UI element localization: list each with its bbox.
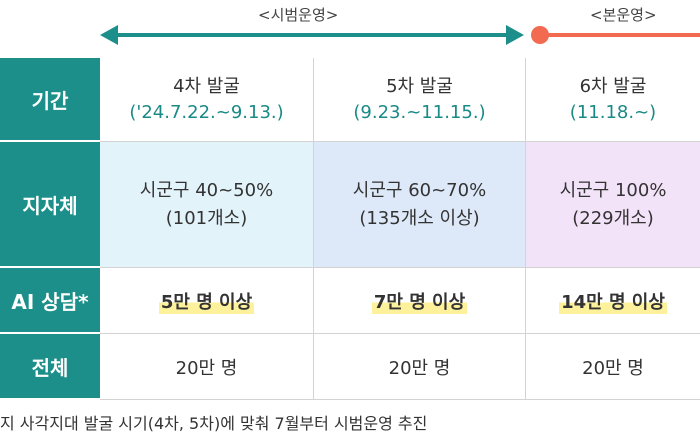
region-count: (229개소) xyxy=(572,207,654,229)
ai-target: 14만 명 이상 xyxy=(559,287,667,314)
schedule-table: 기간 4차 발굴 ('24.7.22.~9.13.) 5차 발굴 (9.23.~… xyxy=(0,58,700,400)
local-gov-cell-6: 시군구 100% (229개소) xyxy=(526,142,700,268)
round-label: 5차 발굴 xyxy=(386,75,453,97)
ai-cell-6: 14만 명 이상 xyxy=(526,268,700,334)
main-arrow-icon xyxy=(531,26,700,44)
ai-cell-4: 5만 명 이상 xyxy=(100,268,314,334)
row-header-local-gov: 지자체 xyxy=(0,142,100,268)
total-value: 20만 명 xyxy=(388,357,451,379)
total-value: 20만 명 xyxy=(175,357,238,379)
round-dates: (9.23.~11.15.) xyxy=(353,101,486,123)
period-cell-5: 5차 발굴 (9.23.~11.15.) xyxy=(314,58,526,142)
round-dates: ('24.7.22.~9.13.) xyxy=(129,101,284,123)
row-header-ai-counseling: AI 상담* xyxy=(0,268,100,334)
local-gov-cell-5: 시군구 60~70% (135개소 이상) xyxy=(314,142,526,268)
row-header-total: 전체 xyxy=(0,334,100,400)
total-cell-6: 20만 명 xyxy=(526,334,700,400)
total-cell-4: 20만 명 xyxy=(100,334,314,400)
total-cell-5: 20만 명 xyxy=(314,334,526,400)
region-coverage: 시군구 100% xyxy=(559,179,667,201)
region-coverage: 시군구 60~70% xyxy=(352,179,487,201)
period-cell-6: 6차 발굴 (11.18.~) xyxy=(526,58,700,142)
local-gov-cell-4: 시군구 40~50% (101개소) xyxy=(100,142,314,268)
pilot-arrow-icon xyxy=(100,25,524,45)
region-count: (135개소 이상) xyxy=(359,207,480,229)
round-label: 6차 발굴 xyxy=(579,75,647,97)
footnote: 지 사각지대 발굴 시기(4차, 5차)에 맞춰 7월부터 시범운영 추진 xyxy=(0,414,428,433)
period-cell-4: 4차 발굴 ('24.7.22.~9.13.) xyxy=(100,58,314,142)
row-header-period: 기간 xyxy=(0,58,100,142)
ai-target: 5만 명 이상 xyxy=(158,287,255,314)
pilot-period-arrow xyxy=(100,25,700,45)
region-count: (101개소) xyxy=(165,207,248,229)
main-phase-label: <본운영> xyxy=(590,6,657,24)
ai-cell-5: 7만 명 이상 xyxy=(314,268,526,334)
round-label: 4차 발굴 xyxy=(173,75,240,97)
pilot-phase-label: <시범운영> xyxy=(258,6,339,24)
total-value: 20만 명 xyxy=(582,357,644,379)
round-dates: (11.18.~) xyxy=(569,101,657,123)
ai-target: 7만 명 이상 xyxy=(371,287,468,314)
region-coverage: 시군구 40~50% xyxy=(139,179,274,201)
